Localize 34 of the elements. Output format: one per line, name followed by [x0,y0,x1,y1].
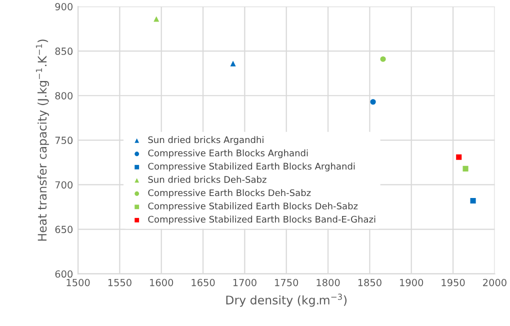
x-tick-label: 1700 [233,278,256,286]
y-tick-label: 600 [55,270,73,278]
legend-label: Sun dried bricks Argandhi [148,136,264,145]
x-tick-label: 1850 [358,278,382,286]
y-tick-label: 700 [55,181,73,189]
x-tick-label: 1650 [192,278,215,286]
point [462,166,468,172]
x-tick-label: 1600 [150,278,174,286]
x-tick-label: 1900 [400,278,424,286]
legend-label: Compressive Stabilized Earth Blocks Arghandi [148,162,355,172]
y-tick-label: 800 [55,92,73,100]
y-axis-title: Heat transfer capacity (J.kg$^{−1}$.K$^{−1}$) [36,40,49,241]
x-tick-label: 2000 [483,278,506,286]
point [470,198,476,204]
point [370,99,376,105]
legend-label: Compressive Earth Blocks Deh-Sabz [148,189,311,198]
legend-label: Sun dried bricks Deh-Sabz [148,176,266,183]
legend-label: Compressive Earth Blocks Arghandi [148,149,308,158]
point [154,16,160,22]
x-tick-label: 1800 [316,278,340,286]
legend-label: Compressive Stabilized Earth Blocks Band-E-Ghazi [148,216,376,224]
y-tick-label: 650 [55,226,73,234]
x-tick-label: 1950 [442,278,465,286]
y-tick-label: 900 [55,3,73,10]
legend-label: Compressive Stabilized Earth Blocks Deh-Sabz [148,202,358,212]
point [230,60,236,66]
x-axis-title: Dry density (kg.m$^{−3}$) [226,294,347,307]
x-tick-label: 1500 [66,278,90,286]
x-tick-label: 1550 [108,278,132,286]
x-tick-label: 1750 [275,278,298,286]
y-tick-label: 750 [55,136,73,144]
point [380,56,386,62]
y-tick-label: 850 [55,48,73,55]
point [456,154,462,160]
